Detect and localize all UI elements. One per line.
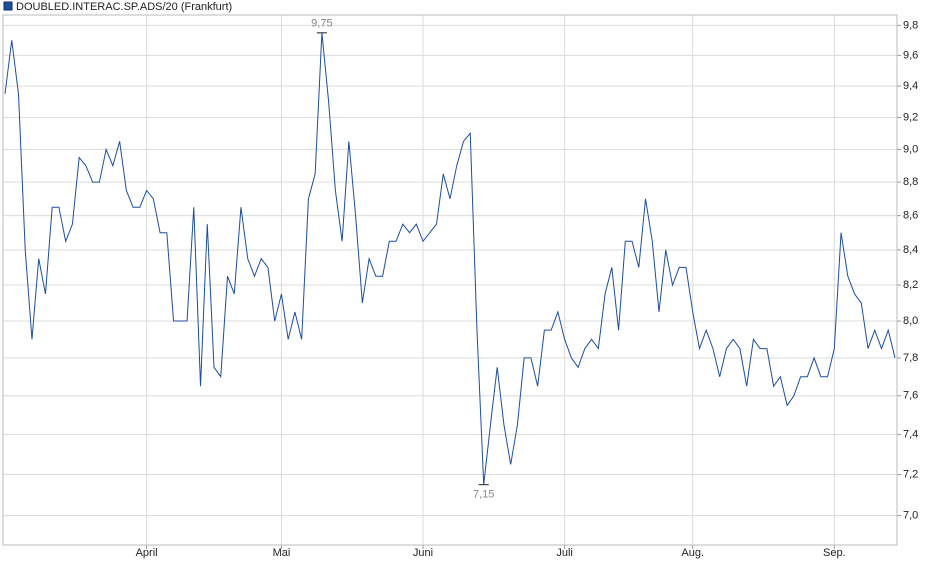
value-label: 7,15: [473, 489, 494, 501]
y-tick-label: 8,6: [903, 210, 918, 222]
y-tick-label: 9,8: [903, 19, 918, 31]
y-tick-label: 9,2: [903, 111, 918, 123]
x-tick-label: Sep.: [823, 547, 846, 559]
y-tick-label: 7,4: [903, 429, 918, 441]
x-tick-label: Juli: [556, 547, 573, 559]
legend-swatch: [3, 1, 13, 11]
value-label: 9,75: [311, 18, 332, 30]
x-tick-label: Aug.: [681, 547, 704, 559]
x-tick-label: Juni: [413, 547, 433, 559]
y-tick-label: 9,0: [903, 143, 918, 155]
price-line: [4, 32, 896, 485]
y-tick-label: 9,6: [903, 49, 918, 61]
legend-label: DOUBLED.INTERAC.SP.ADS/20 (Frankfurt): [16, 1, 232, 13]
y-tick-label: 7,2: [903, 468, 918, 480]
plot-frame: [2, 14, 898, 546]
y-tick-label: 8,8: [903, 176, 918, 188]
y-tick-label: 8,4: [903, 244, 918, 256]
x-tick-label: Mai: [273, 547, 291, 559]
x-tick-label: April: [136, 547, 158, 559]
y-tick-label: 7,6: [903, 390, 918, 402]
y-tick-label: 8,0: [903, 315, 918, 327]
y-tick-label: 7,0: [903, 509, 918, 521]
y-tick-label: 8,2: [903, 279, 918, 291]
y-tick-label: 9,4: [903, 80, 918, 92]
y-tick-label: 7,8: [903, 352, 918, 364]
